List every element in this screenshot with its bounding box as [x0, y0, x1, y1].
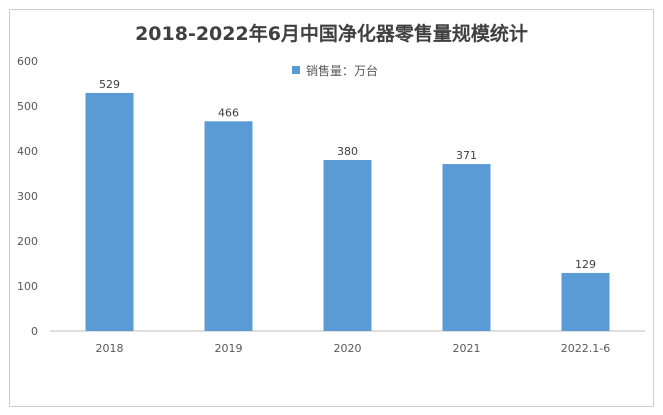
x-tick-label: 2018 [96, 342, 124, 355]
data-label-2019: 466 [218, 106, 239, 119]
y-tick-label: 400 [17, 145, 38, 158]
y-tick-label: 600 [17, 55, 38, 68]
bar-2018 [85, 92, 134, 331]
data-label-2021: 371 [456, 149, 477, 162]
bar-2020 [323, 160, 372, 331]
x-tick-label: 2021 [453, 342, 481, 355]
y-tick-label: 300 [17, 190, 38, 203]
x-tick-label: 2020 [334, 342, 362, 355]
bar-2019 [204, 121, 253, 331]
chart-legend: 销售量：万台 [292, 62, 378, 78]
x-tick-label: 2022.1-6 [561, 342, 610, 355]
data-label-2022.1-6: 129 [575, 258, 596, 271]
x-tick-label: 2019 [215, 342, 243, 355]
y-tick-label: 200 [17, 235, 38, 248]
bar-2022.1-6 [561, 272, 610, 331]
y-tick-label: 100 [17, 280, 38, 293]
legend-swatch [292, 66, 300, 74]
y-tick-label: 0 [31, 325, 38, 338]
data-label-2018: 529 [99, 78, 120, 91]
legend-label: 销售量：万台 [306, 63, 379, 78]
data-label-2020: 380 [337, 145, 358, 158]
chart-title: 2018-2022年6月中国净化器零售量规模统计 [135, 23, 528, 45]
y-tick-label: 500 [17, 100, 38, 113]
bar-2021 [442, 164, 491, 331]
